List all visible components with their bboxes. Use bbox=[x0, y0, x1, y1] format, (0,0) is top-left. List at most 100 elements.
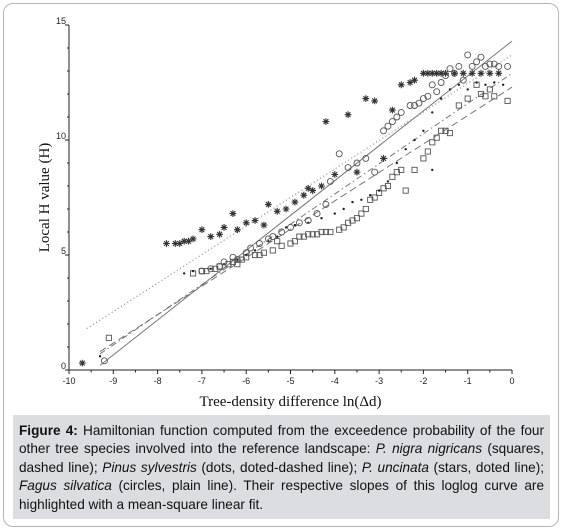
circle-marker bbox=[220, 258, 228, 266]
square-marker bbox=[309, 231, 316, 238]
star-marker bbox=[424, 69, 432, 77]
star-marker bbox=[459, 69, 467, 77]
star-marker bbox=[163, 240, 170, 247]
caption-species-4: Fagus silvatica bbox=[19, 478, 112, 494]
circle-marker bbox=[256, 240, 263, 247]
star-marker bbox=[309, 187, 317, 194]
square-marker bbox=[389, 173, 396, 180]
square-marker bbox=[105, 334, 112, 341]
circle-marker bbox=[216, 263, 224, 270]
circle-marker bbox=[384, 122, 392, 130]
star-marker bbox=[442, 69, 449, 77]
caption-text-1: Hamiltonian function computed from the e… bbox=[19, 423, 545, 457]
square-marker bbox=[305, 231, 312, 238]
star-marker bbox=[420, 69, 427, 77]
circle-marker bbox=[446, 65, 454, 73]
dot-marker bbox=[284, 226, 288, 229]
square-marker bbox=[260, 249, 267, 256]
circle-marker bbox=[207, 265, 215, 273]
x-tick-label: -10 bbox=[62, 376, 75, 386]
square-marker bbox=[446, 130, 454, 137]
star-marker bbox=[180, 237, 188, 245]
x-tick-label: -6 bbox=[242, 376, 250, 386]
dot-marker bbox=[466, 88, 469, 91]
square-marker bbox=[318, 228, 325, 236]
square-marker bbox=[438, 127, 445, 134]
dot-marker bbox=[404, 148, 407, 151]
circle-marker bbox=[450, 69, 458, 77]
x-axis-label: Tree-density difference ln(Δd) bbox=[199, 394, 381, 410]
star-marker bbox=[220, 224, 228, 231]
square-marker bbox=[433, 134, 440, 141]
dot-marker bbox=[253, 249, 257, 252]
square-marker bbox=[291, 238, 298, 245]
star-marker bbox=[468, 69, 476, 77]
square-marker bbox=[234, 261, 241, 268]
caption-text-4: (stars, doted line); bbox=[428, 459, 545, 475]
dot-marker bbox=[351, 200, 354, 204]
dot-marker bbox=[501, 83, 505, 87]
dot-marker bbox=[493, 81, 496, 84]
star-marker bbox=[477, 69, 485, 77]
loglog-chart: -10 -9 -8 -7 -6 -5 -4 -3 -2 -1 0051015Tree-density… bbox=[37, 16, 515, 410]
dot-marker bbox=[457, 83, 461, 87]
square-marker bbox=[491, 93, 498, 100]
star-marker bbox=[229, 210, 237, 217]
star-marker bbox=[353, 168, 361, 176]
circle-marker bbox=[442, 72, 449, 80]
square-marker bbox=[252, 251, 259, 259]
dot-marker bbox=[484, 83, 487, 87]
circle-marker bbox=[393, 113, 401, 121]
circle-marker bbox=[437, 79, 445, 86]
star-marker bbox=[171, 240, 179, 247]
circle-marker bbox=[278, 228, 286, 236]
dot-marker bbox=[342, 207, 345, 211]
dot-marker bbox=[377, 189, 381, 192]
square-marker bbox=[486, 86, 493, 93]
dot-marker bbox=[439, 97, 443, 100]
square-marker bbox=[411, 166, 418, 173]
square-marker bbox=[340, 224, 347, 231]
dot-marker bbox=[431, 168, 434, 172]
caption-figure-label: Figure 4: bbox=[19, 423, 78, 438]
dot-marker bbox=[475, 81, 478, 84]
dot-marker bbox=[182, 272, 186, 275]
dot-marker bbox=[191, 269, 195, 273]
x-tick-label: -1 bbox=[464, 376, 472, 386]
circle-marker bbox=[100, 357, 108, 365]
square-marker bbox=[424, 148, 431, 155]
square-marker bbox=[322, 228, 329, 236]
star-marker bbox=[388, 106, 396, 114]
caption-species-2: Pinus sylvestris bbox=[102, 459, 197, 475]
x-tick-label: -4 bbox=[331, 376, 339, 386]
caption-text-2: (squares, dashed line); bbox=[19, 441, 544, 475]
circle-marker bbox=[433, 88, 441, 96]
circle-marker bbox=[198, 267, 206, 275]
star-marker bbox=[216, 230, 224, 238]
square-marker bbox=[274, 238, 281, 245]
y-tick-label: 0 bbox=[61, 361, 66, 371]
star-marker bbox=[176, 240, 184, 247]
star-marker bbox=[304, 184, 312, 192]
star-marker bbox=[344, 111, 352, 119]
square-marker bbox=[327, 228, 334, 236]
star-marker bbox=[331, 171, 339, 178]
star-marker bbox=[411, 76, 418, 84]
circle-marker bbox=[455, 62, 463, 70]
figure-caption: Figure 4: Hamiltonian function computed … bbox=[13, 415, 550, 519]
star-marker bbox=[198, 226, 206, 234]
circle-marker bbox=[362, 154, 370, 162]
fit-line-dashed bbox=[99, 86, 513, 353]
circle-marker bbox=[397, 108, 405, 116]
square-marker bbox=[353, 215, 361, 222]
star-marker bbox=[486, 69, 494, 77]
star-marker bbox=[322, 118, 330, 125]
dot-marker bbox=[395, 161, 399, 165]
circle-marker bbox=[477, 53, 485, 61]
circle-marker bbox=[468, 62, 476, 70]
circle-marker bbox=[287, 223, 294, 231]
square-marker bbox=[358, 210, 365, 217]
circle-marker bbox=[388, 118, 396, 126]
star-marker bbox=[291, 198, 299, 206]
dot-marker bbox=[386, 180, 390, 183]
